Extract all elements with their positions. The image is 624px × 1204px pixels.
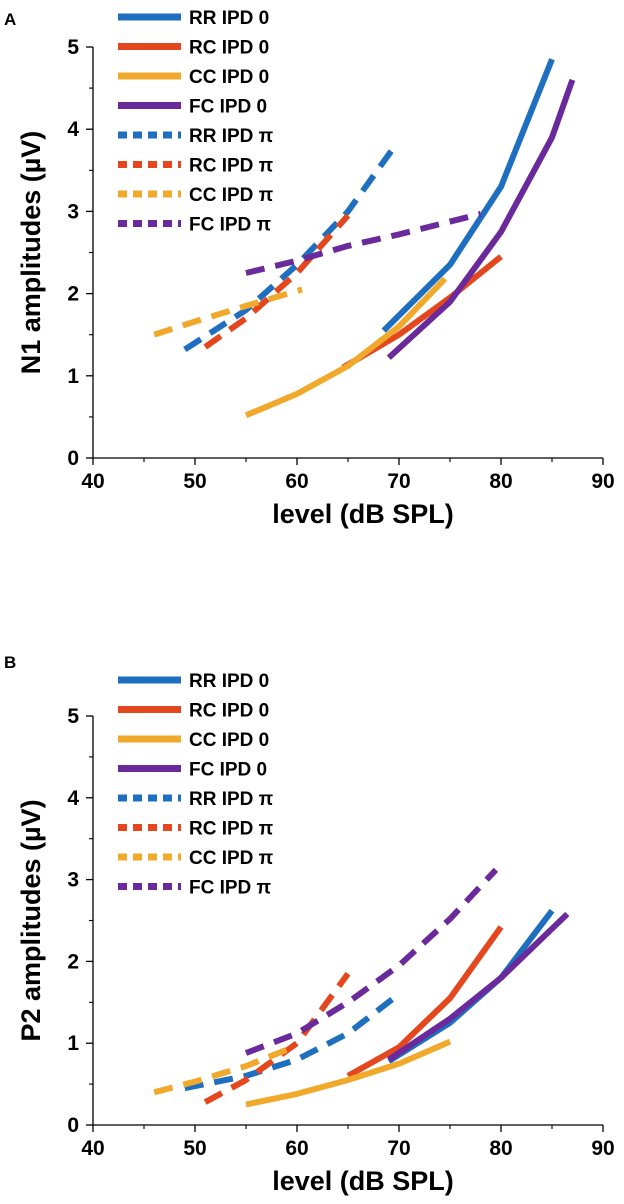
y-tick-label: 1: [67, 365, 79, 388]
series-line-rc-ipd-0: [346, 925, 504, 1079]
legend-label: FC IPD 0: [189, 97, 267, 118]
y-tick-label: 4: [67, 787, 79, 810]
series-line-cc-ipd-: [153, 286, 303, 338]
y-tick-label: 2: [67, 283, 79, 306]
series-line-fc-ipd-: [244, 867, 499, 1056]
legend-label: CC IPD 0: [189, 730, 269, 751]
legend-label: RC IPD π: [189, 156, 274, 177]
x-tick-label: 50: [183, 1137, 206, 1160]
x-tick-label: 60: [285, 1137, 308, 1160]
x-tick-label: 90: [591, 1137, 614, 1160]
x-tick-label: 50: [183, 470, 206, 493]
panel-letter: B: [4, 653, 16, 672]
x-tick-label: 40: [81, 470, 104, 493]
x-tick-label: 90: [591, 470, 614, 493]
legend: RR IPD 0 RC IPD 0 CC IPD 0 FC IPD 0 RR IPD π…: [118, 8, 274, 236]
y-tick-label: 5: [67, 36, 79, 59]
x-tick-label: 80: [489, 1137, 512, 1160]
series-line-cc-ipd-0: [245, 1038, 452, 1108]
y-tick-label: 2: [67, 950, 79, 973]
legend-label: RR IPD 0: [189, 671, 269, 692]
x-tick-label: 70: [387, 470, 410, 493]
y-tick-label: 3: [67, 869, 79, 892]
legend-label: RC IPD 0: [189, 701, 269, 722]
legend-label: RR IPD π: [189, 789, 274, 810]
series-line-fc-ipd-0: [386, 78, 576, 360]
legend-label: RR IPD π: [189, 126, 274, 147]
y-tick-label: 3: [67, 200, 79, 223]
legend-label: FC IPD 0: [189, 760, 267, 781]
panel-letter: A: [4, 10, 16, 29]
legend-label: FC IPD π: [189, 878, 272, 899]
legend-label: CC IPD π: [189, 185, 274, 206]
y-axis-title: P2 amplitudes (µV): [16, 799, 46, 1041]
legend: RR IPD 0 RC IPD 0 CC IPD 0 FC IPD 0 RR IPD π…: [118, 671, 274, 899]
y-tick-label: 0: [67, 447, 79, 470]
y-tick-label: 4: [67, 118, 79, 141]
x-tick-label: 60: [285, 470, 308, 493]
series-line-fc-ipd-: [245, 210, 482, 276]
series-line-rr-ipd-0: [381, 58, 555, 333]
x-tick-label: 80: [489, 470, 512, 493]
legend-label: CC IPD 0: [189, 67, 269, 88]
y-tick-label: 0: [67, 1114, 79, 1137]
y-tick-label: 5: [67, 705, 79, 728]
x-axis-title: level (dB SPL): [272, 1166, 454, 1196]
series-line-fc-ipd-0: [387, 911, 570, 1063]
series-line-cc-ipd-0: [244, 276, 448, 419]
x-tick-label: 40: [81, 1137, 104, 1160]
y-tick-label: 1: [67, 1032, 79, 1055]
series-line-rc-ipd-: [203, 971, 351, 1105]
series-line-rr-ipd-: [183, 145, 397, 353]
series-line-rr-ipd-: [184, 991, 401, 1092]
legend-label: FC IPD π: [189, 215, 272, 236]
series-line-rc-ipd-: [203, 213, 351, 350]
series-line-rr-ipd-0: [387, 908, 555, 1064]
legend-label: RC IPD 0: [189, 38, 269, 59]
x-axis-title: level (dB SPL): [272, 499, 454, 529]
legend-label: RC IPD π: [189, 819, 274, 840]
series-line-cc-ipd-: [153, 1046, 288, 1096]
x-tick-label: 70: [387, 1137, 410, 1160]
chart-panel-a: A 0 1 2 3 4 5 40 50 60 70 80 90 level (dB SPL) N1 ampl…: [4, 8, 615, 529]
y-axis-title: N1 amplitudes (µV): [16, 131, 46, 375]
chart-panel-b: B 0 1 2 3 4 5 40 50 60 70 80 90 level (dB SPL) P2 ampl…: [4, 653, 615, 1196]
legend-label: CC IPD π: [189, 848, 274, 869]
legend-label: RR IPD 0: [189, 8, 269, 29]
